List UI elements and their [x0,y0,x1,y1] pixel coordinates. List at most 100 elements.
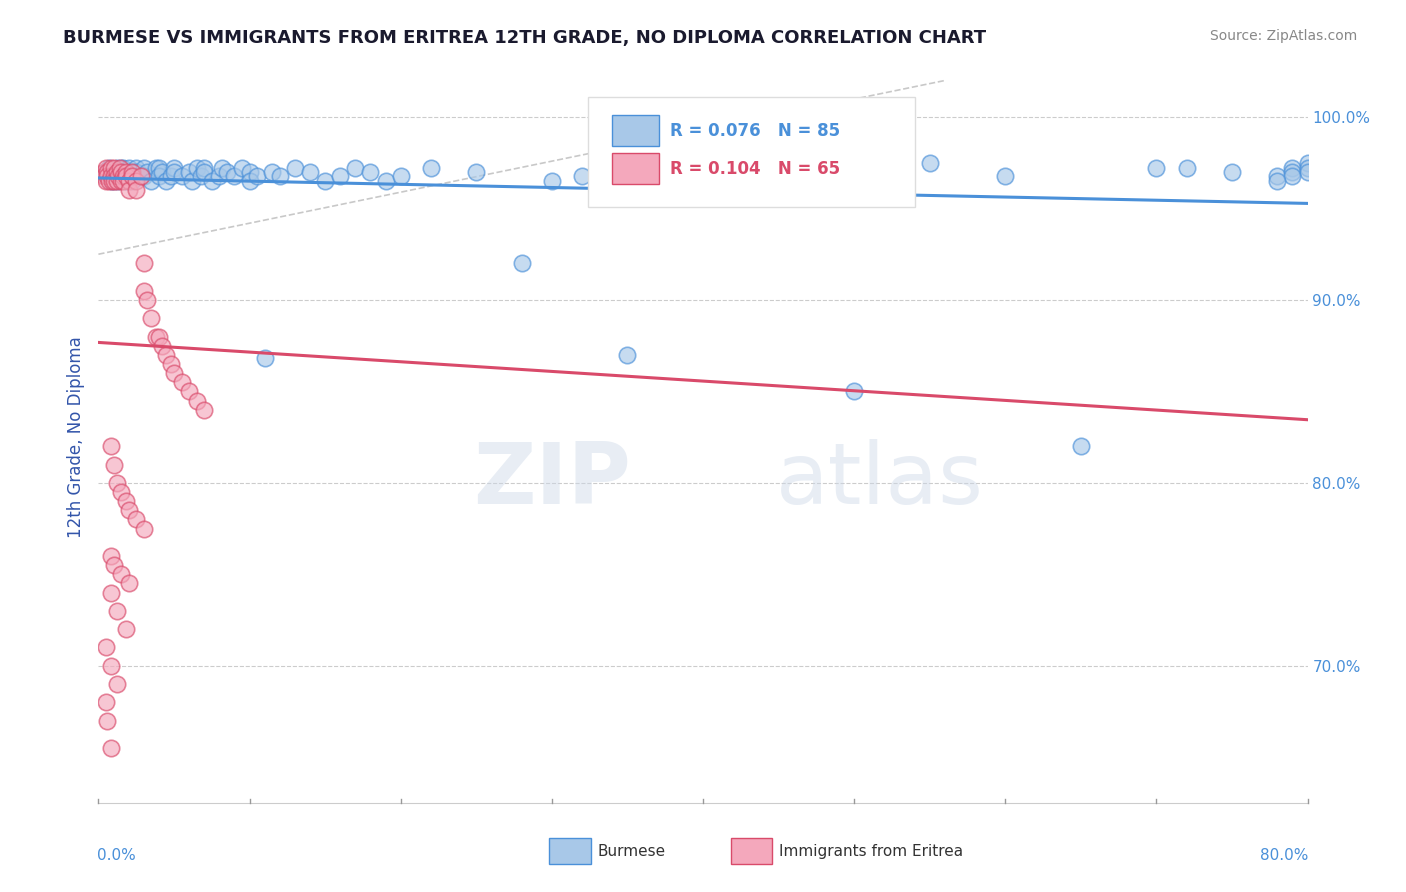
Point [193,402,215,417]
Point [186,161,208,176]
Point [190,169,212,183]
Point [114,169,136,183]
Y-axis label: 12th Grade, No Diploma: 12th Grade, No Diploma [66,336,84,538]
Point [1267,174,1289,188]
Point [105,174,128,188]
Point [98,161,121,176]
Point [129,169,152,183]
Point [360,165,382,179]
Point [121,174,143,188]
FancyBboxPatch shape [550,838,591,864]
Point [844,384,866,399]
Point [1281,169,1303,183]
Point [103,558,125,573]
Point [111,174,134,188]
Point [125,165,148,179]
Point [389,169,412,183]
Point [100,169,122,183]
Point [170,375,193,389]
Point [299,165,322,179]
Point [118,183,141,197]
Point [141,174,163,188]
Point [148,161,170,176]
Point [239,165,262,179]
Point [160,169,183,183]
Point [1296,155,1319,169]
Point [114,165,136,179]
Point [110,567,132,582]
Point [132,169,155,183]
Point [692,161,714,176]
Point [141,311,163,326]
Point [155,348,177,362]
Point [208,169,231,183]
Point [129,169,152,183]
Point [93,169,115,183]
Text: BURMESE VS IMMIGRANTS FROM ERITREA 12TH GRADE, NO DIPLOMA CORRELATION CHART: BURMESE VS IMMIGRANTS FROM ERITREA 12TH … [63,29,987,46]
Point [540,174,562,188]
Point [1281,165,1303,179]
Point [918,155,941,169]
Point [1144,161,1167,176]
FancyBboxPatch shape [613,115,659,146]
Point [107,169,129,183]
Point [150,165,173,179]
Point [100,585,122,599]
Text: Immigrants from Eritrea: Immigrants from Eritrea [779,844,963,859]
Point [163,366,186,380]
FancyBboxPatch shape [588,97,915,207]
Point [100,658,122,673]
Point [215,165,238,179]
Point [96,714,118,728]
Point [103,174,125,188]
Point [145,329,167,343]
Point [193,165,215,179]
Point [1296,165,1319,179]
Point [103,161,125,176]
Point [103,174,125,188]
FancyBboxPatch shape [613,153,659,184]
Point [93,165,115,179]
Point [105,169,128,183]
Point [510,256,533,270]
Point [118,161,141,176]
Text: Burmese: Burmese [598,844,666,859]
Point [224,169,246,183]
Point [114,494,136,508]
Point [110,161,132,176]
Point [170,169,193,183]
Point [94,640,117,655]
Point [239,174,262,188]
Point [105,161,128,176]
Point [110,484,132,499]
Point [269,169,291,183]
Point [163,165,186,179]
Point [98,174,121,188]
Point [108,161,131,176]
Point [132,161,155,176]
Point [1296,161,1319,176]
Point [103,169,125,183]
Point [1267,169,1289,183]
Point [160,357,183,371]
Point [344,161,367,176]
Point [103,458,125,472]
Point [103,169,125,183]
Point [100,740,122,755]
Point [994,169,1017,183]
Point [314,174,336,188]
Point [163,161,186,176]
Point [96,169,118,183]
Point [94,165,117,179]
Point [125,161,148,176]
Point [94,169,117,183]
Text: ZIP: ZIP [472,440,630,523]
Point [125,174,148,188]
Point [135,165,157,179]
Point [132,284,155,298]
Point [723,165,745,179]
Point [94,174,117,188]
FancyBboxPatch shape [731,838,772,864]
Point [145,161,167,176]
Point [125,183,148,197]
